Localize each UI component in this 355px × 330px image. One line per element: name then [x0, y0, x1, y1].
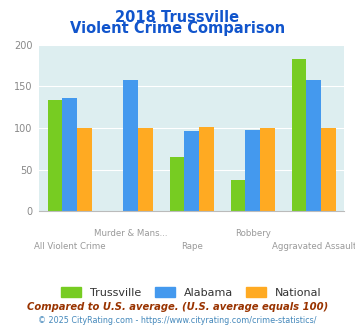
Bar: [123, 81, 138, 211]
Bar: [77, 128, 92, 211]
Text: Rape: Rape: [181, 242, 203, 251]
Text: 2018 Trussville: 2018 Trussville: [115, 10, 240, 25]
Bar: [231, 180, 245, 211]
Text: Violent Crime Comparison: Violent Crime Comparison: [70, 21, 285, 36]
Text: Murder & Mans...: Murder & Mans...: [94, 229, 168, 238]
Bar: [306, 81, 321, 211]
Text: © 2025 CityRating.com - https://www.cityrating.com/crime-statistics/: © 2025 CityRating.com - https://www.city…: [38, 316, 317, 325]
Bar: [62, 98, 77, 211]
Bar: [48, 100, 62, 211]
Bar: [184, 131, 199, 211]
Text: Compared to U.S. average. (U.S. average equals 100): Compared to U.S. average. (U.S. average …: [27, 302, 328, 312]
Text: Aggravated Assault: Aggravated Assault: [272, 242, 355, 251]
Bar: [321, 128, 336, 211]
Legend: Trussville, Alabama, National: Trussville, Alabama, National: [57, 282, 326, 302]
Bar: [138, 128, 153, 211]
Bar: [199, 127, 214, 211]
Bar: [170, 157, 184, 211]
Bar: [260, 128, 275, 211]
Bar: [292, 59, 306, 211]
Text: All Violent Crime: All Violent Crime: [34, 242, 105, 251]
Bar: [245, 130, 260, 211]
Text: Robbery: Robbery: [235, 229, 271, 238]
